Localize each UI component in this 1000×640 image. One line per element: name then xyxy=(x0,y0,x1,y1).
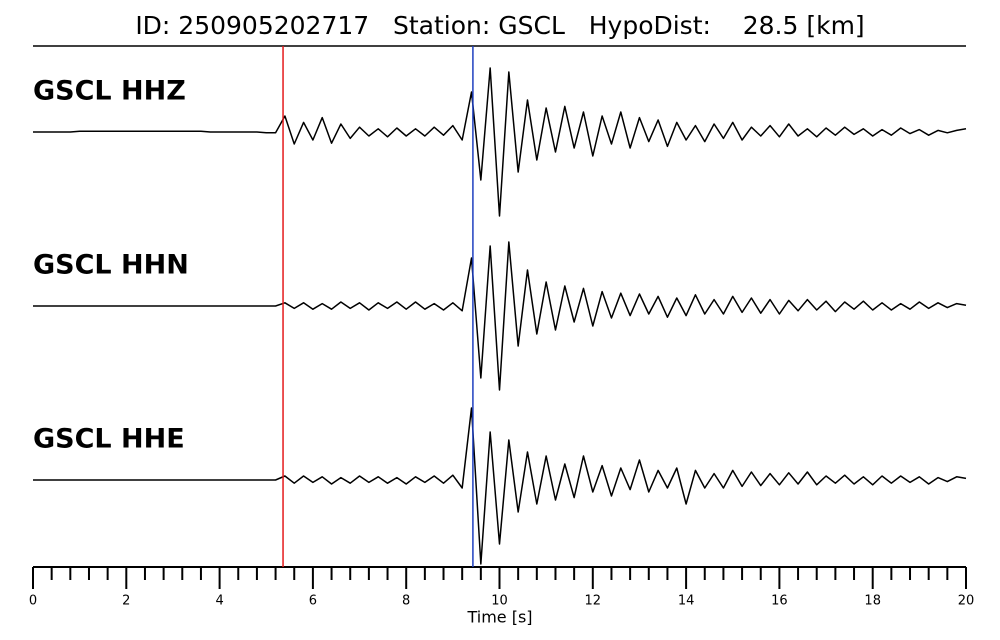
trace-label: GSCL HHN xyxy=(33,250,189,281)
x-tick-label: 18 xyxy=(864,594,881,609)
x-tick-label: 0 xyxy=(29,594,37,609)
x-tick-label: 14 xyxy=(678,594,695,609)
x-tick-label: 2 xyxy=(122,594,130,609)
x-tick-label: 12 xyxy=(585,594,602,609)
waveform xyxy=(33,407,967,565)
x-tick-label: 16 xyxy=(771,594,788,609)
x-tick-label: 10 xyxy=(491,594,508,609)
x-tick-label: 6 xyxy=(309,594,317,609)
waveform xyxy=(33,67,967,217)
waveform xyxy=(33,241,967,391)
trace-label: GSCL HHE xyxy=(33,424,185,455)
x-tick-label: 8 xyxy=(402,594,410,609)
x-tick-label: 20 xyxy=(958,594,975,609)
chart-title: ID: 250905202717 Station: GSCL HypoDist:… xyxy=(135,11,864,40)
x-tick-label: 4 xyxy=(215,594,223,609)
x-axis-label: Time [s] xyxy=(466,608,532,627)
trace-label: GSCL HHZ xyxy=(33,76,186,107)
